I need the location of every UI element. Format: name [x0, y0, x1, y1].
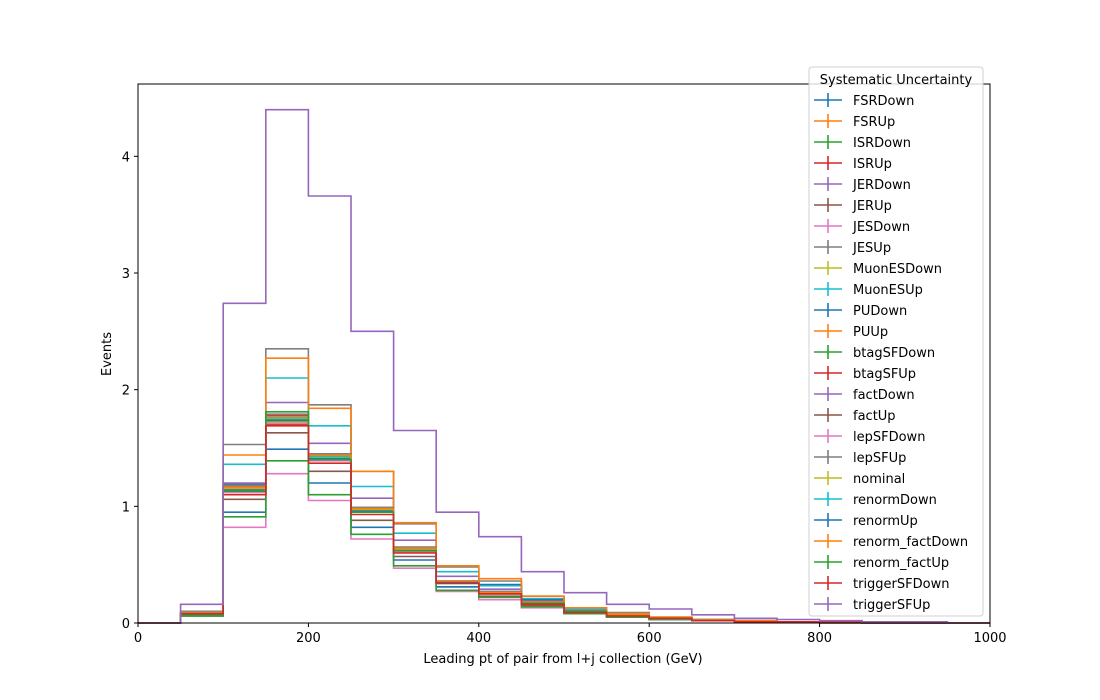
y-axis-label: Events [100, 332, 115, 376]
x-tick-label: 0 [134, 631, 142, 646]
legend-entry-PUDown: PUDown [814, 303, 907, 319]
legend-entry-lepSFUp: lepSFUp [814, 450, 906, 466]
legend-label: factUp [853, 409, 896, 424]
legend-entry-triggerSFDown: triggerSFDown [814, 576, 949, 592]
series-line-triggerSFUp [138, 108, 990, 624]
legend-label: btagSFUp [853, 367, 916, 382]
legend-entry-MuonESUp: MuonESUp [814, 282, 923, 298]
legend-label: PUDown [853, 304, 907, 319]
legend-entry-renorm_factUp: renorm_factUp [814, 555, 949, 571]
legend-entry-renormUp: renormUp [814, 513, 918, 529]
legend-label: MuonESUp [853, 283, 923, 298]
legend-label: renormUp [853, 514, 918, 529]
legend-entry-triggerSFUp: triggerSFUp [814, 597, 930, 613]
legend-label: JESDown [852, 220, 910, 235]
legend-entry-FSRUp: FSRUp [814, 114, 895, 130]
legend-box [808, 66, 984, 617]
legend-entry-MuonESDown: MuonESDown [814, 261, 942, 277]
legend-label: btagSFDown [853, 346, 935, 361]
legend-entry-JESUp: JESUp [814, 240, 891, 256]
legend-entry-FSRDown: FSRDown [814, 93, 914, 109]
legend-label: JESUp [852, 241, 891, 256]
legend-label: renormDown [853, 493, 937, 508]
legend-label: factDown [853, 388, 915, 403]
x-tick-label: 800 [807, 631, 832, 646]
legend-label: FSRDown [853, 94, 914, 109]
x-tick-label: 200 [296, 631, 321, 646]
legend-label: ISRUp [853, 157, 892, 172]
legend-entry-JERDown: JERDown [814, 177, 911, 193]
legend-label: lepSFUp [853, 451, 906, 466]
legend-items: FSRDown FSRUp ISRDown ISRUp JERDown JERUp JESD… [814, 93, 968, 613]
legend-label: nominal [853, 472, 905, 487]
legend-entry-JESDown: JESDown [814, 219, 910, 235]
legend-label: JERDown [852, 178, 911, 193]
legend-label: triggerSFUp [853, 598, 930, 613]
legend-entry-renormDown: renormDown [814, 492, 937, 508]
legend-entry-factUp: factUp [814, 408, 896, 424]
legend-title: Systematic Uncertainty [820, 73, 973, 88]
legend-label: ISRDown [853, 136, 911, 151]
legend-label: PUUp [853, 325, 888, 340]
legend-label: renorm_factDown [853, 535, 968, 550]
x-axis-label: Leading pt of pair from l+j collection (… [423, 652, 702, 667]
legend-entry-renorm_factDown: renorm_factDown [814, 534, 968, 550]
y-tick-label: 4 [122, 150, 130, 165]
legend-label: lepSFDown [853, 430, 925, 445]
y-tick-label: 3 [122, 267, 130, 282]
legend-label: triggerSFDown [853, 577, 949, 592]
legend: Systematic Uncertainty FSRDown FSRUp ISRDo… [808, 66, 984, 617]
legend-entry-ISRDown: ISRDown [814, 135, 911, 151]
legend-entry-nominal: nominal [814, 471, 905, 487]
legend-entry-btagSFUp: btagSFUp [814, 366, 916, 382]
plot-area [138, 108, 990, 624]
legend-label: JERUp [852, 199, 892, 214]
legend-entry-ISRUp: ISRUp [814, 156, 892, 172]
legend-entry-lepSFDown: lepSFDown [814, 429, 925, 445]
x-tick-label: 400 [466, 631, 491, 646]
legend-label: renorm_factUp [853, 556, 949, 571]
legend-entry-btagSFDown: btagSFDown [814, 345, 935, 361]
y-tick-label: 2 [122, 384, 130, 399]
x-tick-label: 1000 [973, 631, 1006, 646]
legend-entry-JERUp: JERUp [814, 198, 892, 214]
legend-label: FSRUp [853, 115, 895, 130]
legend-label: MuonESDown [853, 262, 942, 277]
series-line-triggerSFDown [138, 425, 990, 624]
x-tick-label: 600 [637, 631, 662, 646]
axes-frame [137, 83, 991, 624]
y-tick-label: 1 [122, 500, 130, 515]
y-tick-label: 0 [122, 617, 130, 632]
axes: 0 200 400 600 800 1000 0 1 2 3 4 [122, 83, 1007, 646]
legend-entry-factDown: factDown [814, 387, 915, 403]
legend-entry-PUUp: PUUp [814, 324, 888, 340]
